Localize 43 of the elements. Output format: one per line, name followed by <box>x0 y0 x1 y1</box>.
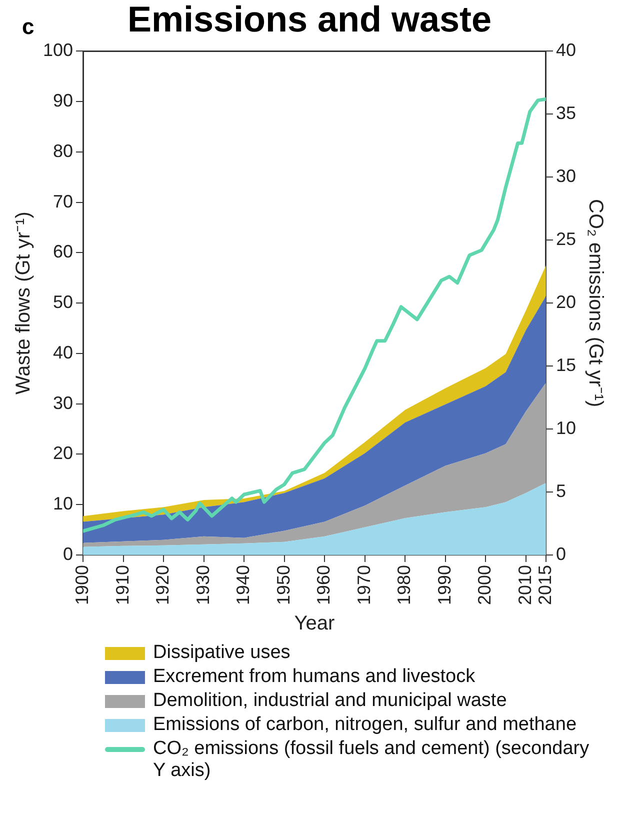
y2-tick-label: 10 <box>556 418 576 438</box>
y2-axis-title: CO₂ emissions (Gt yr⁻¹) <box>584 199 606 408</box>
y2-tick-label: 15 <box>556 355 576 376</box>
x-tick-label: 1970 <box>354 564 374 606</box>
legend-label: CO₂ emissions (fossil fuels and cement) (secondary Y axis) <box>153 738 590 782</box>
y-tick-label: 0 <box>63 544 74 564</box>
x-tick-label: 1900 <box>72 564 92 606</box>
x-tick-label: 1910 <box>112 564 132 606</box>
y2-tick-label: 25 <box>556 229 576 250</box>
legend-label: Dissipative uses <box>153 642 290 664</box>
y2-tick-label: 35 <box>556 103 576 124</box>
x-tick-label: 1990 <box>434 564 454 606</box>
y-tick-label: 10 <box>53 494 74 514</box>
x-axis-title: Year <box>294 612 336 635</box>
x-tick-label: 1960 <box>314 564 334 606</box>
y2-tick-label: 40 <box>556 40 576 60</box>
y-tick-label: 40 <box>53 342 74 362</box>
y-tick-label: 70 <box>53 191 74 212</box>
x-tick-label: 1950 <box>273 564 294 606</box>
x-tick-label: 2000 <box>474 564 495 606</box>
x-tick-label: 1980 <box>394 564 414 606</box>
y2-tick-label: 20 <box>556 292 576 312</box>
x-tick-label: 1940 <box>233 564 254 606</box>
y-tick-label: 20 <box>53 443 74 464</box>
y2-tick-label: 5 <box>556 480 566 501</box>
x-tick-label: 1920 <box>152 564 173 606</box>
text: c <box>22 14 34 39</box>
y-tick-label: 30 <box>53 392 74 413</box>
y2-tick-label: 0 <box>556 544 566 564</box>
x-tick-label: 1930 <box>192 564 213 606</box>
legend-label: Excrement from humans and livestock <box>153 666 476 688</box>
y2-tick-label: 30 <box>556 166 576 186</box>
y-tick-label: 100 <box>42 40 74 60</box>
chart-title: Emissions and waste <box>127 0 492 40</box>
y-tick-label: 90 <box>53 90 74 111</box>
x-tick-label: 2015 <box>534 564 555 606</box>
y-tick-label: 50 <box>53 292 74 312</box>
y-tick-label: 80 <box>53 140 74 161</box>
legend-label: Demolition, industrial and municipal waste <box>153 690 507 712</box>
x-tick-label: 2010 <box>514 564 535 606</box>
y-axis-title: Waste flows (Gt yr⁻¹) <box>12 212 35 395</box>
y-tick-label: 60 <box>53 242 74 262</box>
legend-label: Emissions of carbon, nitrogen, sulfur and methane <box>153 714 577 736</box>
